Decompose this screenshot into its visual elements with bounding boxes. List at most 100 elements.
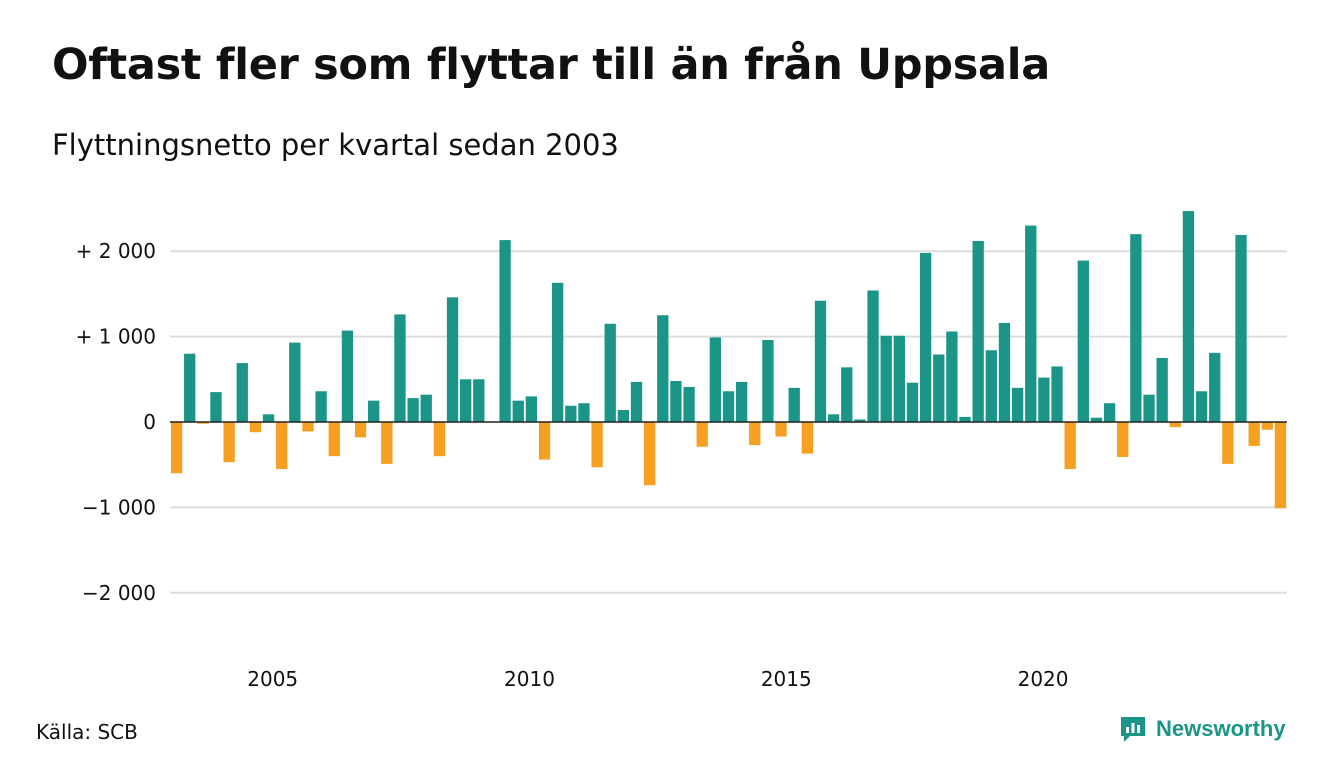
y-tick-label: −2 000 xyxy=(82,581,156,605)
bar-chart: + 2 000 + 1 000 0 −1 000 −2 000 2005 2010 2015 2… xyxy=(76,211,1287,691)
bar xyxy=(1130,234,1142,422)
bar xyxy=(722,391,735,422)
bar xyxy=(236,363,248,422)
bar xyxy=(341,330,354,422)
bar xyxy=(762,340,774,422)
bar xyxy=(893,335,905,422)
bar xyxy=(578,403,590,422)
bar xyxy=(827,414,840,422)
bar xyxy=(683,386,695,422)
bar xyxy=(998,322,1011,422)
bar xyxy=(1143,394,1155,422)
x-tick-label: 2010 xyxy=(504,667,555,691)
y-tick-label: 0 xyxy=(143,410,156,434)
bar xyxy=(709,337,722,422)
bar xyxy=(433,422,446,457)
bar xyxy=(801,422,813,454)
bar xyxy=(933,354,945,422)
bar xyxy=(617,410,630,422)
bar xyxy=(959,416,971,422)
bar xyxy=(1235,234,1247,422)
bar xyxy=(1209,352,1221,422)
bar xyxy=(841,367,853,422)
bar xyxy=(525,396,538,422)
bar xyxy=(249,422,262,433)
bar xyxy=(788,387,800,422)
bar xyxy=(446,297,459,422)
bar xyxy=(814,300,827,422)
bar xyxy=(919,252,932,422)
bar xyxy=(420,394,432,422)
bar xyxy=(289,342,301,422)
bar xyxy=(972,240,984,422)
x-tick-label: 2005 xyxy=(247,667,298,691)
bar xyxy=(1090,417,1103,422)
bar xyxy=(906,382,919,422)
bar xyxy=(696,422,708,447)
bar xyxy=(867,290,879,422)
bar xyxy=(354,422,367,438)
bar xyxy=(670,381,682,422)
bar xyxy=(368,400,380,422)
x-tick-label: 2020 xyxy=(1018,667,1069,691)
y-tick-label: + 2 000 xyxy=(76,239,156,263)
bar xyxy=(1117,422,1129,458)
bar xyxy=(775,422,787,437)
bar xyxy=(880,335,892,422)
bar xyxy=(1077,260,1089,422)
bar xyxy=(644,422,656,486)
bar xyxy=(538,422,551,460)
bar xyxy=(1011,387,1024,422)
bar xyxy=(565,405,577,422)
bar xyxy=(591,422,603,468)
bar xyxy=(407,398,419,422)
bar xyxy=(854,419,866,422)
y-tick-label: −1 000 xyxy=(82,495,156,519)
bar xyxy=(552,282,564,422)
bar xyxy=(381,422,393,464)
bar xyxy=(1222,422,1234,464)
bar xyxy=(473,379,485,422)
bar xyxy=(1064,422,1076,469)
bar xyxy=(1248,422,1260,446)
bar xyxy=(946,331,958,422)
bar xyxy=(1195,391,1208,422)
bar xyxy=(302,422,314,432)
bar xyxy=(1103,403,1116,422)
bar xyxy=(1274,422,1287,509)
chart-title: Oftast fler som flyttar till än från Upp… xyxy=(52,40,1050,90)
chart-subtitle: Flyttningsnetto per kvartal sedan 2003 xyxy=(52,128,619,162)
bar xyxy=(210,392,222,422)
bar xyxy=(1051,366,1063,422)
bar xyxy=(184,353,196,422)
bar xyxy=(328,422,340,457)
bar xyxy=(197,422,209,424)
newsworthy-logo-icon xyxy=(1121,717,1145,742)
x-tick-label: 2015 xyxy=(761,667,812,691)
bar xyxy=(394,314,406,422)
bar xyxy=(630,381,643,422)
bar xyxy=(262,414,275,422)
bar xyxy=(657,315,669,422)
bar xyxy=(276,422,288,469)
bar xyxy=(1169,422,1181,428)
bar xyxy=(460,379,472,422)
brand-name: Newsworthy xyxy=(1156,716,1286,741)
bar xyxy=(735,381,748,422)
bar xyxy=(1156,357,1168,422)
bar xyxy=(604,323,616,422)
bar xyxy=(749,422,761,446)
bar xyxy=(315,391,327,422)
source-note: Källa: SCB xyxy=(36,720,138,744)
bar xyxy=(170,422,183,474)
newsworthy-brand: Newsworthy xyxy=(1118,714,1286,744)
bar xyxy=(1182,211,1195,422)
bar xyxy=(1038,377,1050,422)
bar xyxy=(512,400,524,422)
bar xyxy=(223,422,235,463)
bar xyxy=(985,350,997,422)
bar xyxy=(499,240,511,422)
bar xyxy=(1025,225,1037,422)
bar xyxy=(1261,422,1273,430)
